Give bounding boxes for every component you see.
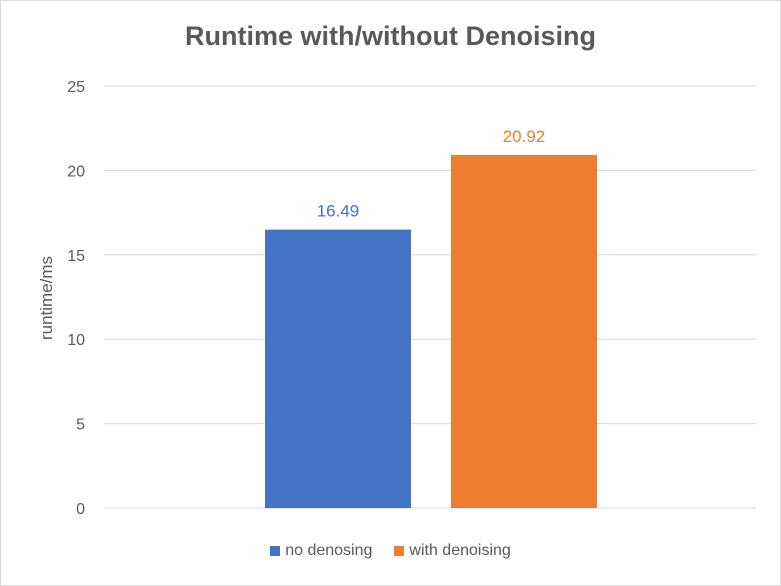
data-labels: 16.49 20.92: [317, 127, 546, 221]
legend-swatch-orange: [394, 546, 405, 556]
y-tick-label: 20: [67, 163, 85, 180]
legend-item-with-denoising: with denoising: [394, 542, 511, 560]
bar-with-denoising: [451, 154, 597, 508]
y-axis-title: runtime/ms: [37, 256, 56, 340]
legend-label: with denoising: [409, 542, 511, 559]
y-axis-ticks: 0 5 10 15 20 25: [67, 79, 85, 518]
y-tick-label: 25: [67, 79, 85, 96]
y-tick-label: 10: [67, 332, 85, 349]
chart-title: Runtime with/without Denoising: [185, 21, 596, 51]
legend-label: no denosing: [285, 542, 373, 559]
legend: no denosing with denoising: [1, 542, 780, 560]
y-tick-label: 0: [76, 501, 85, 518]
gridlines: [104, 85, 756, 509]
legend-item-no-denoising: no denosing: [270, 542, 372, 560]
bars: [265, 154, 597, 508]
y-tick-label: 5: [76, 417, 85, 434]
legend-swatch-blue: [270, 546, 281, 556]
data-label: 20.92: [503, 127, 546, 146]
data-label: 16.49: [317, 202, 360, 221]
y-tick-label: 15: [67, 248, 85, 265]
bar-no-denosing: [265, 229, 411, 508]
